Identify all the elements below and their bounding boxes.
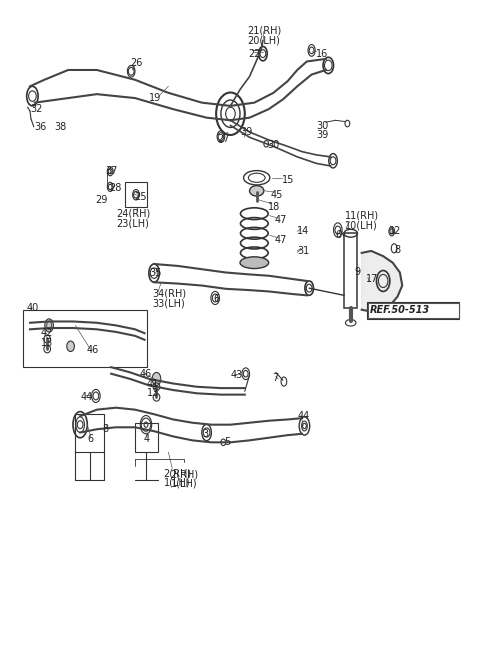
Polygon shape — [362, 251, 402, 312]
Text: 1(LH): 1(LH) — [164, 477, 190, 487]
Text: 9: 9 — [355, 267, 360, 277]
Text: 27: 27 — [217, 134, 230, 144]
Text: 43: 43 — [230, 370, 243, 380]
Text: 12: 12 — [389, 226, 401, 236]
Text: 42: 42 — [41, 328, 53, 338]
Text: 1(LH): 1(LH) — [171, 478, 197, 489]
Text: 10(LH): 10(LH) — [345, 220, 378, 230]
Text: 8: 8 — [394, 245, 400, 255]
Text: 38: 38 — [54, 122, 66, 132]
Text: 19: 19 — [149, 93, 162, 103]
Text: 28: 28 — [109, 182, 121, 193]
Text: 39: 39 — [316, 131, 329, 140]
Text: 16: 16 — [316, 49, 329, 58]
Ellipse shape — [250, 186, 264, 196]
Bar — [135, 423, 158, 452]
Text: 6: 6 — [214, 294, 220, 304]
Ellipse shape — [152, 373, 161, 386]
Circle shape — [67, 341, 74, 352]
Text: 22: 22 — [249, 49, 261, 58]
Text: 41: 41 — [147, 379, 159, 388]
Text: REF.50-513: REF.50-513 — [370, 305, 431, 316]
Bar — [125, 182, 147, 207]
Text: 25: 25 — [134, 192, 146, 202]
Ellipse shape — [45, 319, 53, 332]
Text: 46: 46 — [140, 369, 152, 379]
Text: 14: 14 — [297, 226, 310, 236]
Text: 34(RH): 34(RH) — [152, 289, 186, 298]
Bar — [368, 303, 458, 318]
Bar — [23, 310, 147, 367]
Text: 40: 40 — [27, 304, 39, 314]
Text: 20(LH): 20(LH) — [247, 35, 280, 45]
Text: 7: 7 — [273, 373, 279, 382]
Text: REF.50-513: REF.50-513 — [369, 308, 427, 319]
Text: 5: 5 — [224, 438, 230, 447]
Text: 24(RH): 24(RH) — [116, 209, 150, 218]
Text: 39: 39 — [240, 127, 252, 137]
Text: REF.50-513: REF.50-513 — [370, 306, 428, 316]
Text: 8: 8 — [103, 424, 108, 434]
Text: 35: 35 — [149, 268, 162, 278]
Text: 47: 47 — [275, 235, 287, 245]
Text: 29: 29 — [95, 195, 108, 205]
Text: 36: 36 — [34, 122, 46, 132]
Text: 13: 13 — [147, 388, 159, 398]
Text: 44: 44 — [297, 411, 310, 421]
Text: 47: 47 — [275, 215, 287, 225]
Text: 11(RH): 11(RH) — [345, 211, 379, 220]
Ellipse shape — [240, 256, 269, 268]
Text: 23(LH): 23(LH) — [116, 218, 149, 228]
Text: 18: 18 — [268, 201, 280, 211]
Text: 32: 32 — [30, 104, 42, 113]
Text: 26: 26 — [130, 58, 143, 68]
Text: 2(RH): 2(RH) — [164, 468, 192, 478]
Bar — [75, 414, 104, 452]
Text: 30: 30 — [316, 121, 329, 131]
Text: 30: 30 — [267, 140, 279, 150]
Text: 6: 6 — [336, 230, 342, 239]
Text: 13: 13 — [41, 338, 53, 348]
Text: 44: 44 — [80, 392, 92, 401]
Text: 3: 3 — [203, 429, 209, 439]
Text: 17: 17 — [365, 274, 378, 284]
FancyBboxPatch shape — [367, 302, 458, 319]
Text: 21(RH): 21(RH) — [247, 26, 281, 36]
Text: 31: 31 — [297, 246, 310, 256]
Text: 15: 15 — [282, 175, 294, 186]
Text: 6: 6 — [87, 434, 94, 444]
Text: 4: 4 — [144, 434, 150, 444]
Bar — [344, 234, 358, 308]
Text: 45: 45 — [271, 190, 283, 200]
Text: 2(RH): 2(RH) — [170, 469, 198, 480]
Text: 33(LH): 33(LH) — [152, 298, 185, 308]
Text: 46: 46 — [86, 344, 98, 354]
Text: 37: 37 — [106, 166, 118, 176]
